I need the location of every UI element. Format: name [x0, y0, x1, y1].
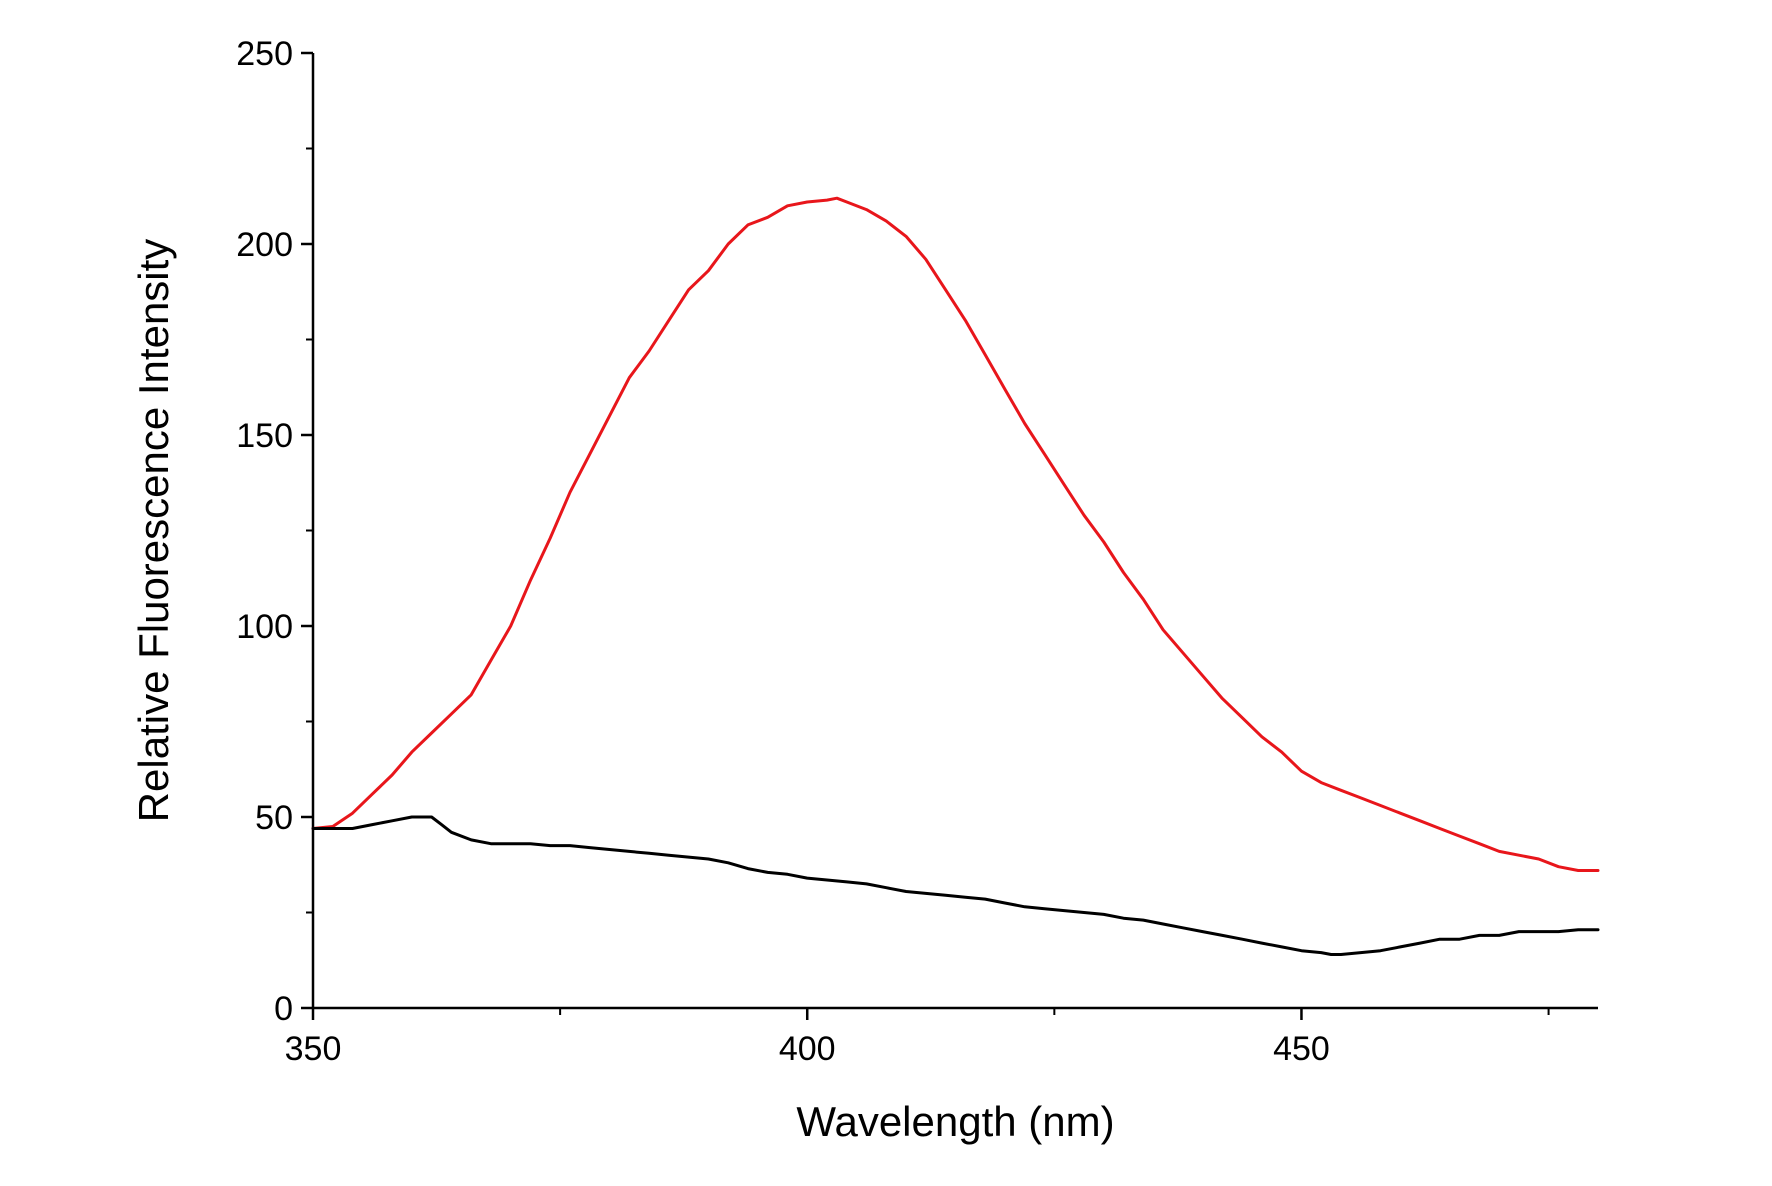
y-tick-label: 0 [274, 990, 293, 1028]
y-axis-title: Relative Fluorescence Intensity [130, 239, 177, 823]
axes [311, 53, 1598, 1010]
black-series-line [311, 815, 1600, 956]
ticks: 350 400 450 0 50 100 150 200 250 [236, 35, 1550, 1068]
y-tick-label: 250 [236, 35, 293, 73]
series [311, 196, 1600, 956]
y-tick-label: 150 [236, 417, 293, 455]
y-tick-label: 200 [236, 226, 293, 264]
red-series-line [311, 196, 1600, 872]
y-tick-label: 100 [236, 608, 293, 646]
x-axis-title: Wavelength (nm) [796, 1098, 1114, 1145]
x-tick-label: 400 [779, 1030, 836, 1068]
y-tick-label: 50 [255, 799, 293, 837]
x-tick-label: 450 [1273, 1030, 1330, 1068]
x-tick-label: 350 [285, 1030, 342, 1068]
